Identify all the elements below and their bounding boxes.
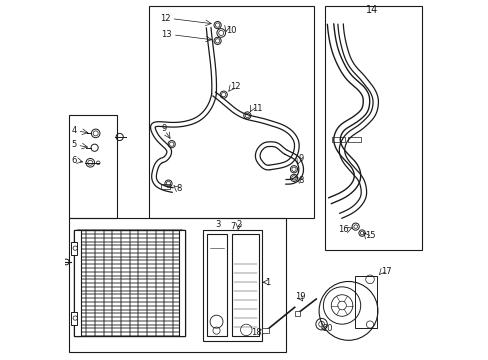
Bar bbox=[69, 218, 285, 352]
Bar bbox=[70, 312, 77, 324]
Bar bbox=[325, 6, 421, 250]
Text: 1: 1 bbox=[265, 278, 270, 287]
Text: 17: 17 bbox=[381, 267, 391, 276]
Bar bbox=[149, 6, 314, 218]
Text: 3: 3 bbox=[215, 220, 220, 229]
Bar bbox=[294, 311, 300, 316]
Text: 10: 10 bbox=[226, 26, 237, 35]
Bar bbox=[179, 230, 185, 336]
Bar bbox=[206, 234, 226, 336]
Text: 14: 14 bbox=[365, 5, 377, 15]
Text: 19: 19 bbox=[294, 292, 305, 301]
Bar bbox=[354, 276, 376, 328]
Text: 12: 12 bbox=[230, 82, 240, 91]
Text: 5: 5 bbox=[71, 140, 77, 149]
Text: 12: 12 bbox=[160, 14, 170, 23]
Text: 7: 7 bbox=[230, 222, 235, 231]
Bar bbox=[74, 230, 81, 336]
Bar bbox=[203, 230, 262, 341]
Text: 2: 2 bbox=[236, 220, 241, 229]
Bar bbox=[161, 184, 170, 189]
Text: 15: 15 bbox=[364, 231, 374, 240]
Bar bbox=[261, 328, 268, 333]
Text: 4: 4 bbox=[71, 126, 77, 135]
Bar bbox=[69, 116, 117, 218]
Bar bbox=[70, 242, 77, 255]
Text: 8: 8 bbox=[298, 176, 303, 185]
Text: 11: 11 bbox=[251, 104, 262, 113]
Bar bbox=[231, 234, 258, 336]
Bar bbox=[332, 137, 344, 142]
Text: 20: 20 bbox=[322, 324, 332, 333]
Text: 9: 9 bbox=[161, 123, 166, 132]
Text: 18: 18 bbox=[250, 328, 261, 337]
Text: 9: 9 bbox=[298, 154, 303, 163]
Text: 6: 6 bbox=[71, 156, 77, 165]
Text: 13: 13 bbox=[161, 30, 171, 39]
Bar bbox=[74, 230, 185, 336]
Text: 8: 8 bbox=[176, 184, 182, 193]
Bar bbox=[348, 137, 360, 142]
Text: 16: 16 bbox=[337, 225, 348, 234]
